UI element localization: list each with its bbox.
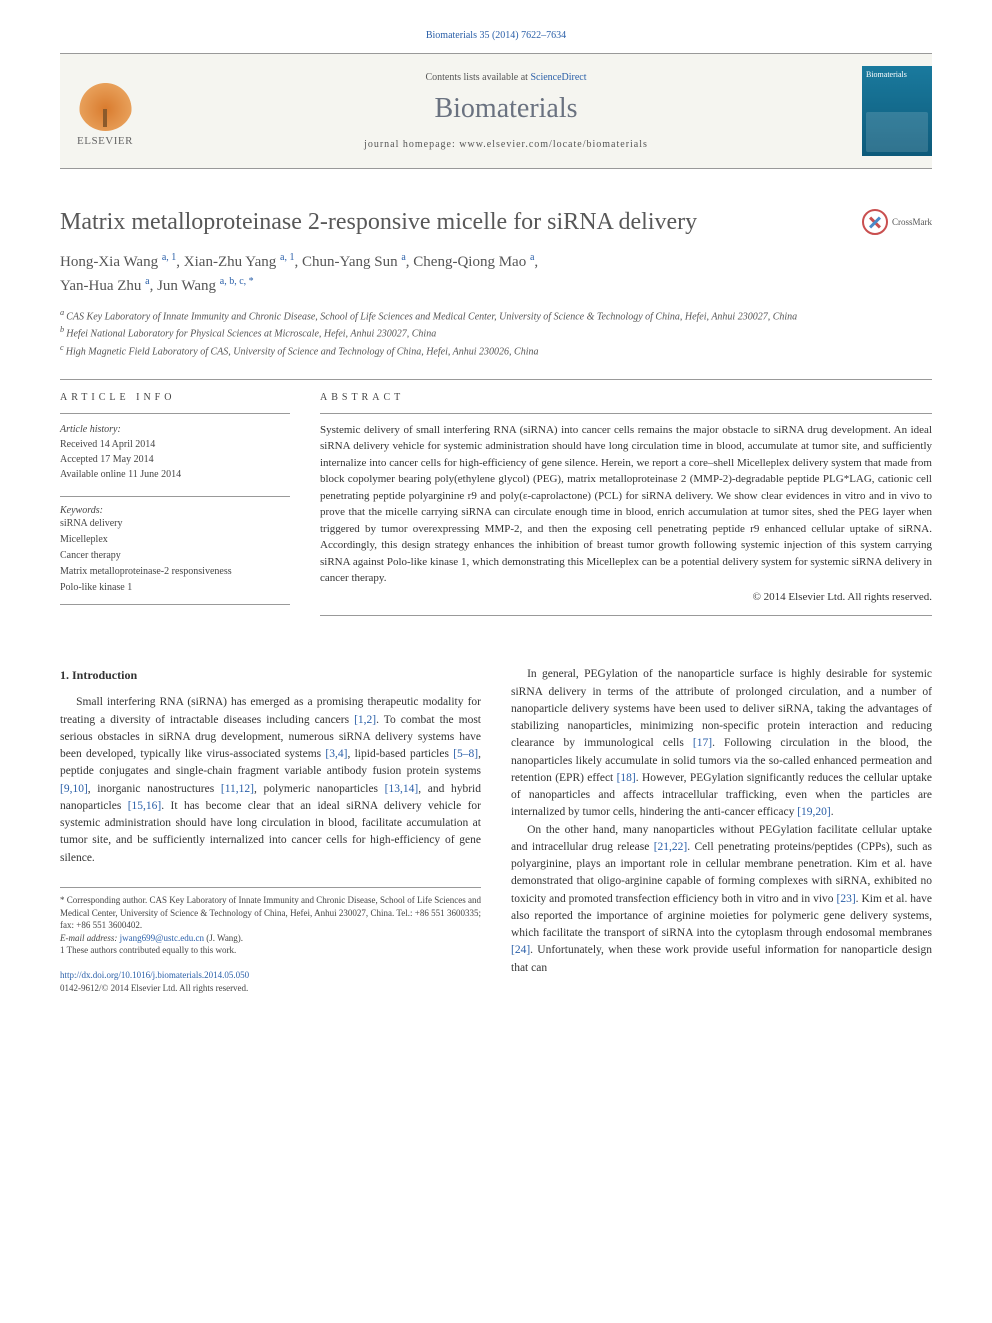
affiliation-line: b Hefei National Laboratory for Physical… bbox=[60, 324, 932, 341]
publisher-name: ELSEVIER bbox=[77, 135, 133, 147]
affil-marker: a bbox=[60, 308, 66, 317]
crossmark-widget[interactable]: CrossMark bbox=[862, 209, 932, 235]
crossmark-label: CrossMark bbox=[892, 217, 932, 227]
author: Hong-Xia Wang a, 1 bbox=[60, 254, 176, 270]
history-label: Article history: bbox=[60, 422, 290, 437]
homepage-label: journal homepage: bbox=[364, 139, 459, 150]
cover-title: Biomaterials bbox=[866, 70, 928, 79]
author-affil-marker: a, 1 bbox=[162, 252, 176, 263]
article-title: Matrix metalloproteinase 2-responsive mi… bbox=[60, 209, 862, 236]
body-column-left: 1. Introduction Small interfering RNA (s… bbox=[60, 666, 481, 994]
history-online: Available online 11 June 2014 bbox=[60, 467, 290, 482]
doi-block: http://dx.doi.org/10.1016/j.biomaterials… bbox=[60, 969, 481, 994]
footnotes-block: * Corresponding author. CAS Key Laborato… bbox=[60, 887, 481, 957]
citation-ref[interactable]: [15,16] bbox=[128, 800, 162, 812]
citation-ref[interactable]: [18] bbox=[617, 772, 636, 784]
sciencedirect-link[interactable]: ScienceDirect bbox=[530, 72, 586, 83]
journal-cover-thumbnail: Biomaterials bbox=[862, 66, 932, 156]
email-attribution: (J. Wang). bbox=[204, 933, 243, 943]
keywords-label: Keywords: bbox=[60, 496, 290, 516]
citation-link[interactable]: Biomaterials 35 (2014) 7622–7634 bbox=[426, 30, 566, 41]
elsevier-tree-icon bbox=[78, 76, 133, 131]
homepage-url[interactable]: www.elsevier.com/locate/biomaterials bbox=[459, 139, 648, 150]
article-info-heading: ARTICLE INFO bbox=[60, 380, 290, 411]
citation-ref[interactable]: [3,4] bbox=[325, 748, 347, 760]
keywords-list: siRNA deliveryMicelleplexCancer therapyM… bbox=[60, 516, 290, 605]
journal-masthead: ELSEVIER Contents lists available at Sci… bbox=[60, 53, 932, 169]
body-two-columns: 1. Introduction Small interfering RNA (s… bbox=[60, 666, 932, 994]
history-received: Received 14 April 2014 bbox=[60, 437, 290, 452]
author: Chun-Yang Sun a bbox=[302, 254, 406, 270]
citation-ref[interactable]: [23] bbox=[836, 893, 855, 905]
keyword: Polo-like kinase 1 bbox=[60, 580, 290, 596]
history-accepted: Accepted 17 May 2014 bbox=[60, 452, 290, 467]
author: Yan-Hua Zhu a bbox=[60, 278, 150, 294]
abstract-text: Systemic delivery of small interfering R… bbox=[320, 422, 932, 617]
author-affil-marker: a, 1 bbox=[280, 252, 294, 263]
author-affil-marker: a, b, c, * bbox=[220, 276, 254, 287]
title-row: Matrix metalloproteinase 2-responsive mi… bbox=[60, 209, 932, 236]
abstract-body: Systemic delivery of small interfering R… bbox=[320, 424, 932, 585]
citation-ref[interactable]: [13,14] bbox=[385, 783, 419, 795]
author-affil-marker: a bbox=[530, 252, 534, 263]
equal-contribution-note: 1 These authors contributed equally to t… bbox=[60, 944, 481, 957]
citation-ref[interactable]: [24] bbox=[511, 944, 530, 956]
keyword: Cancer therapy bbox=[60, 548, 290, 564]
paragraph: On the other hand, many nanoparticles wi… bbox=[511, 822, 932, 977]
paragraph: Small interfering RNA (siRNA) has emerge… bbox=[60, 694, 481, 867]
author-list: Hong-Xia Wang a, 1, Xian-Zhu Yang a, 1, … bbox=[60, 250, 932, 297]
publisher-logo-block: ELSEVIER bbox=[60, 76, 150, 147]
email-label: E-mail address: bbox=[60, 933, 120, 943]
masthead-center: Contents lists available at ScienceDirec… bbox=[150, 72, 862, 150]
author: Xian-Zhu Yang a, 1 bbox=[184, 254, 295, 270]
article-info-abstract-block: ARTICLE INFO Article history: Received 1… bbox=[60, 379, 932, 617]
header-citation: Biomaterials 35 (2014) 7622–7634 bbox=[60, 30, 932, 41]
contents-line-text: Contents lists available at bbox=[425, 72, 530, 83]
journal-homepage-line: journal homepage: www.elsevier.com/locat… bbox=[150, 139, 862, 150]
doi-link[interactable]: http://dx.doi.org/10.1016/j.biomaterials… bbox=[60, 970, 249, 980]
citation-ref[interactable]: [19,20] bbox=[797, 806, 831, 818]
author: Jun Wang a, b, c, * bbox=[157, 278, 254, 294]
corresponding-email-link[interactable]: jwang699@ustc.edu.cn bbox=[120, 933, 204, 943]
citation-ref[interactable]: [1,2] bbox=[354, 714, 376, 726]
citation-ref[interactable]: [17] bbox=[693, 737, 712, 749]
issn-copyright-line: 0142-9612/© 2014 Elsevier Ltd. All right… bbox=[60, 983, 248, 993]
citation-ref[interactable]: [21,22] bbox=[654, 841, 688, 853]
affil-marker: c bbox=[60, 343, 66, 352]
abstract-copyright: © 2014 Elsevier Ltd. All rights reserved… bbox=[320, 589, 932, 606]
email-line: E-mail address: jwang699@ustc.edu.cn (J.… bbox=[60, 932, 481, 945]
citation-ref[interactable]: [11,12] bbox=[221, 783, 254, 795]
article-history: Article history: Received 14 April 2014 … bbox=[60, 422, 290, 482]
author-affil-marker: a bbox=[145, 276, 149, 287]
corresponding-author-note: * Corresponding author. CAS Key Laborato… bbox=[60, 894, 481, 932]
contents-available-line: Contents lists available at ScienceDirec… bbox=[150, 72, 862, 83]
keyword: Micelleplex bbox=[60, 532, 290, 548]
citation-ref[interactable]: [5–8] bbox=[453, 748, 478, 760]
body-column-right: In general, PEGylation of the nanopartic… bbox=[511, 666, 932, 994]
journal-name: Biomaterials bbox=[150, 93, 862, 125]
section-title: Introduction bbox=[72, 668, 137, 682]
rule bbox=[320, 413, 932, 414]
crossmark-icon bbox=[862, 209, 888, 235]
paragraph: In general, PEGylation of the nanopartic… bbox=[511, 666, 932, 821]
keyword: Matrix metalloproteinase-2 responsivenes… bbox=[60, 564, 290, 580]
article-info-column: ARTICLE INFO Article history: Received 1… bbox=[60, 380, 290, 617]
section-number: 1. bbox=[60, 668, 69, 682]
affiliation-line: a CAS Key Laboratory of Innate Immunity … bbox=[60, 307, 932, 324]
citation-ref[interactable]: [9,10] bbox=[60, 783, 88, 795]
rule bbox=[60, 413, 290, 414]
abstract-heading: ABSTRACT bbox=[320, 380, 932, 411]
abstract-column: ABSTRACT Systemic delivery of small inte… bbox=[320, 380, 932, 617]
affiliations: a CAS Key Laboratory of Innate Immunity … bbox=[60, 307, 932, 359]
section-heading: 1. Introduction bbox=[60, 666, 481, 684]
author-affil-marker: a bbox=[401, 252, 405, 263]
keyword: siRNA delivery bbox=[60, 516, 290, 532]
author: Cheng-Qiong Mao a bbox=[413, 254, 534, 270]
affiliation-line: c High Magnetic Field Laboratory of CAS,… bbox=[60, 342, 932, 359]
affil-marker: b bbox=[60, 325, 66, 334]
cover-art-icon bbox=[866, 112, 928, 152]
